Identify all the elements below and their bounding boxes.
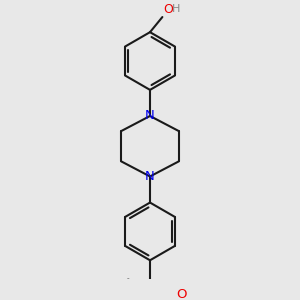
Text: O: O [163,3,173,16]
Text: O: O [176,288,187,300]
Text: N: N [145,110,155,122]
Text: N: N [145,170,155,183]
Text: H: H [172,4,180,14]
